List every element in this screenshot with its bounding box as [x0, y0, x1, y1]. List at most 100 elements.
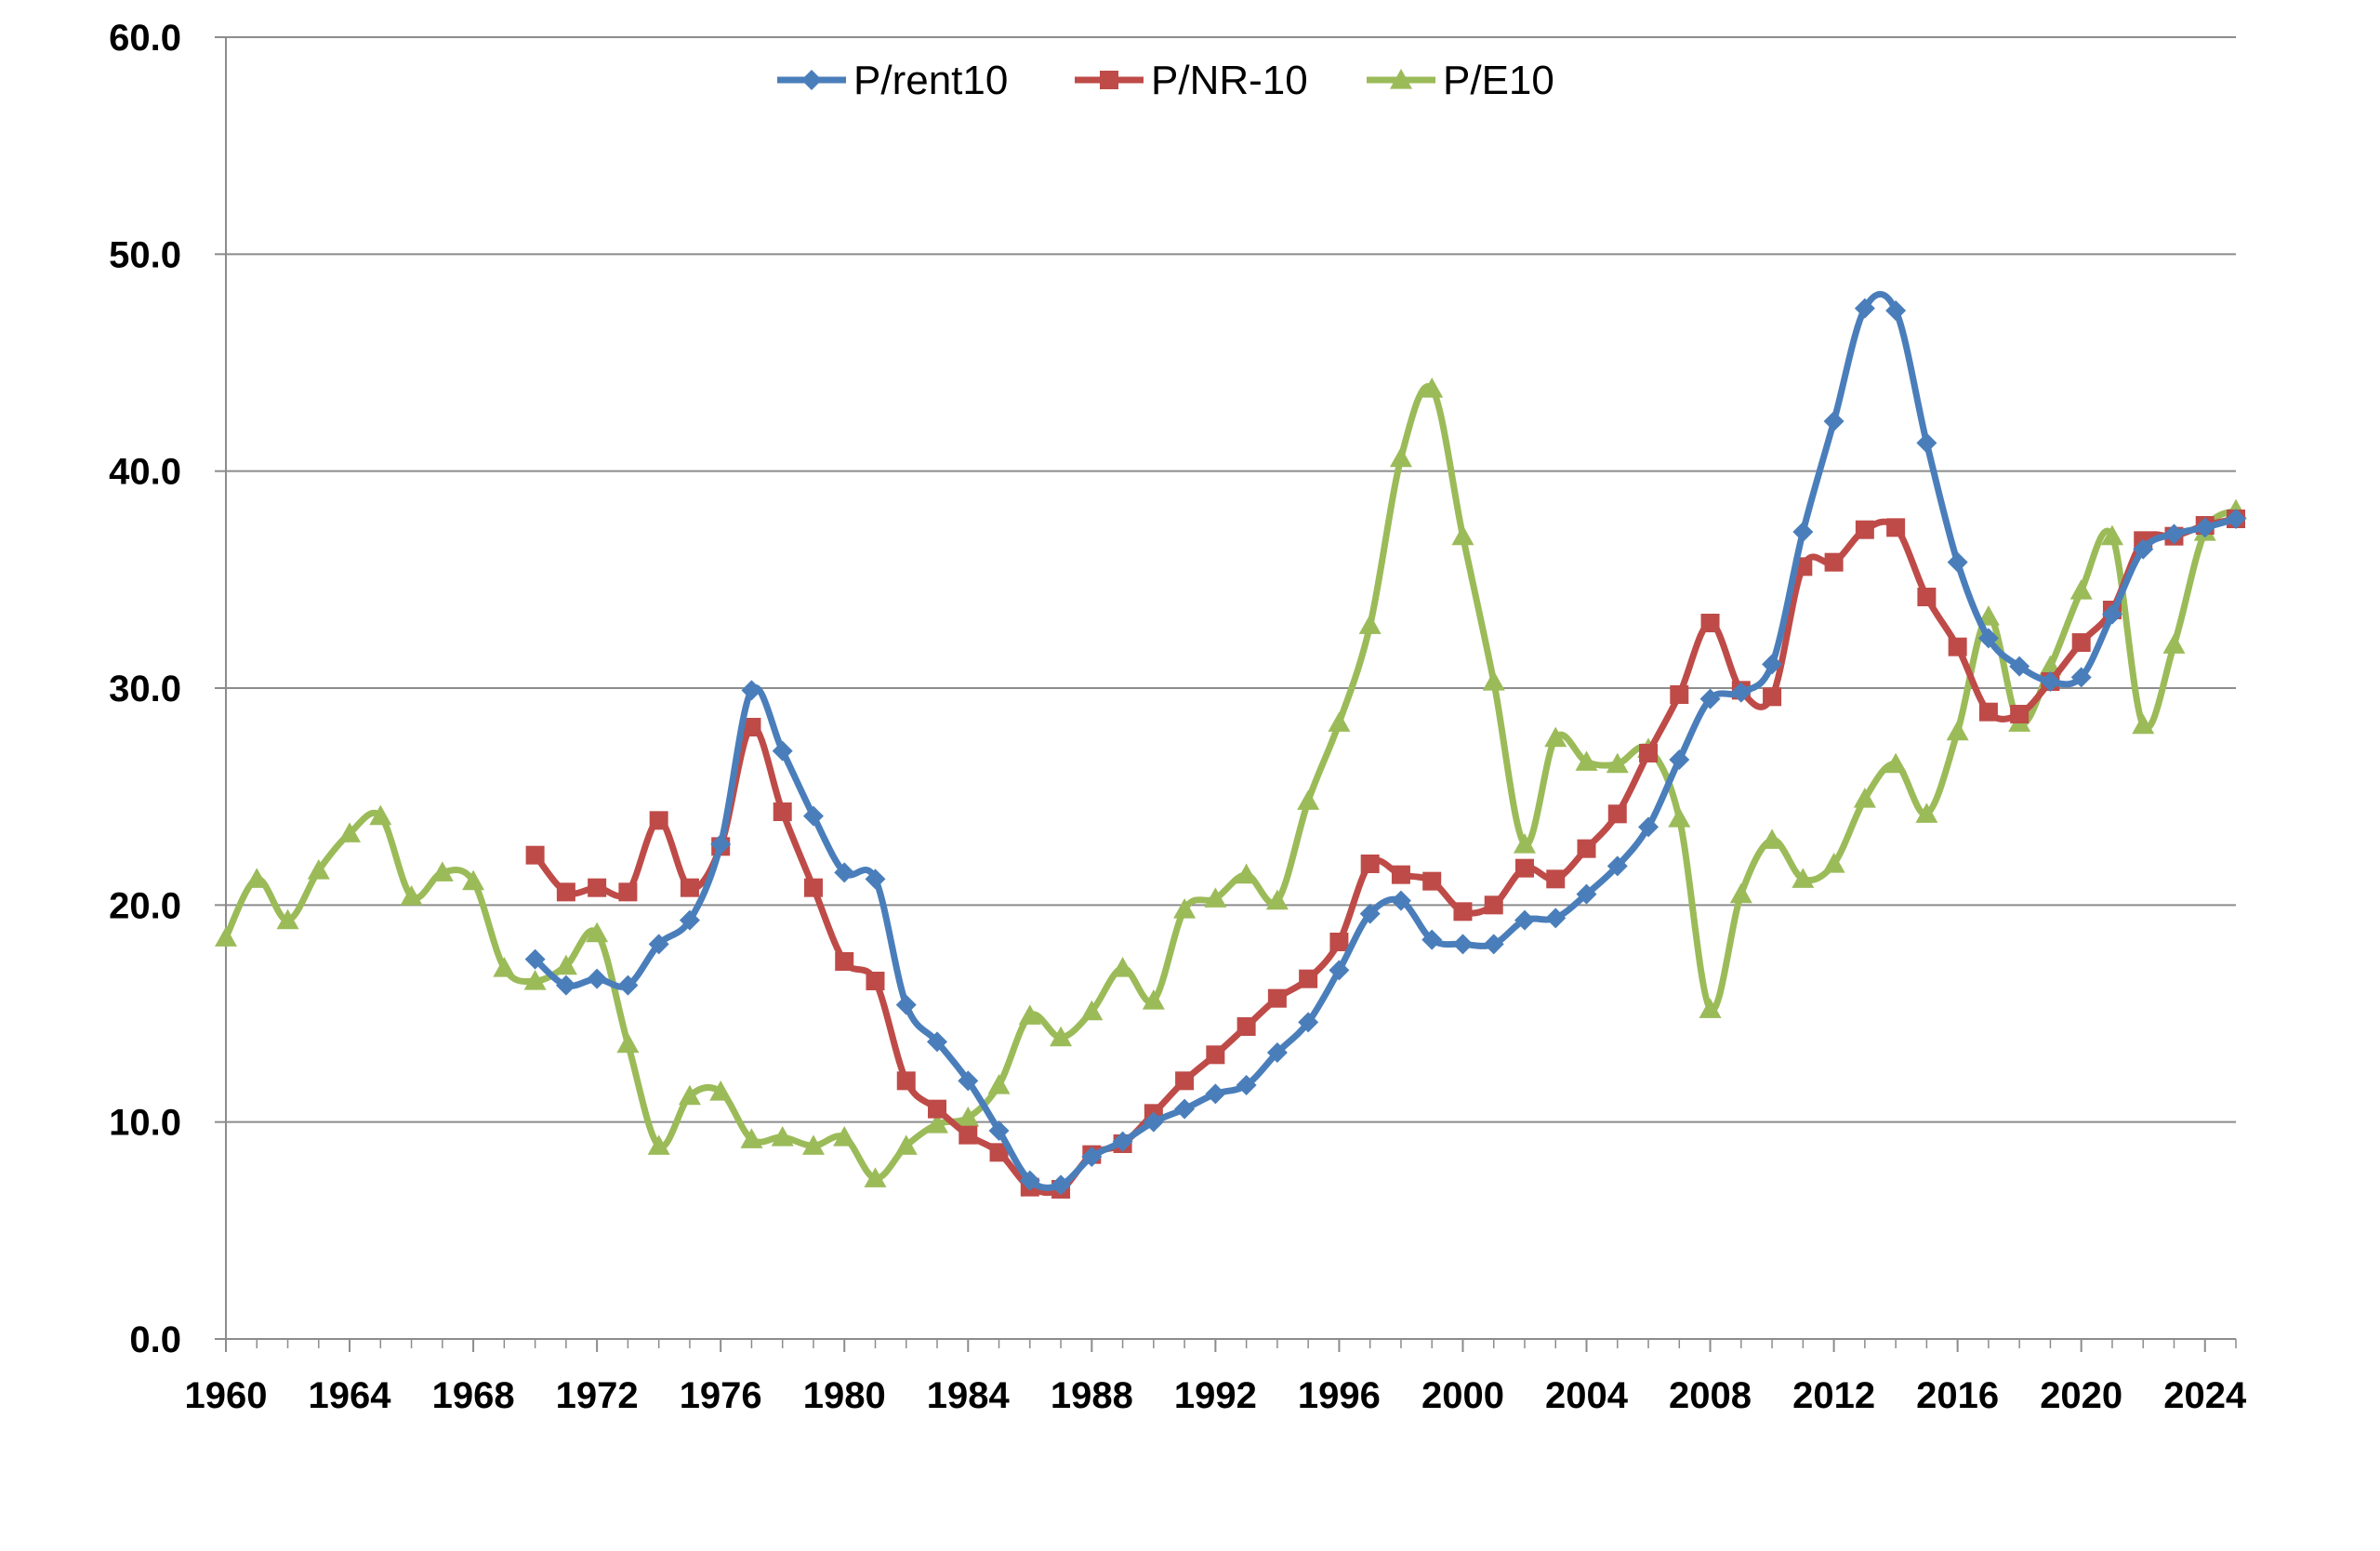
y-tick-label: 60.0: [109, 18, 181, 59]
series-line: [532, 290, 2240, 1191]
data-point: [554, 954, 577, 975]
data-point: [493, 957, 516, 977]
legend-marker: [801, 70, 822, 90]
data-point: [959, 1125, 978, 1145]
x-tick-label: 1996: [1298, 1375, 1381, 1416]
data-point: [2133, 538, 2154, 560]
data-point: [1669, 749, 1690, 770]
data-point: [1051, 1174, 1072, 1196]
x-tick-label: 2016: [1916, 1375, 1999, 1416]
data-point: [1422, 871, 1442, 891]
data-point: [957, 1107, 980, 1127]
data-point: [833, 1126, 856, 1147]
data-point: [215, 926, 237, 947]
data-point: [430, 861, 454, 882]
data-point: [1514, 858, 1534, 878]
x-tick-label: 2012: [1792, 1375, 1875, 1416]
data-point: [1236, 1017, 1256, 1036]
data-point: [1917, 588, 1937, 606]
y-tick-label: 40.0: [109, 452, 181, 493]
data-point: [1606, 752, 1629, 774]
data-point: [1360, 855, 1380, 873]
x-tick-label: 1972: [556, 1375, 639, 1416]
data-point: [648, 934, 669, 955]
data-point: [987, 1074, 1011, 1094]
y-tick-label: 20.0: [109, 885, 181, 926]
data-point: [1885, 300, 1907, 321]
data-point: [1389, 446, 1412, 468]
x-tick-label: 2020: [2040, 1375, 2122, 1416]
data-point: [555, 974, 576, 996]
data-point: [988, 1120, 1010, 1141]
data-point: [2010, 705, 2030, 723]
x-tick-label: 1976: [680, 1375, 762, 1416]
data-point: [1668, 807, 1691, 828]
data-point: [276, 908, 299, 930]
data-point: [926, 1113, 949, 1133]
data-point: [1390, 890, 1411, 911]
data-point: [524, 948, 546, 970]
data-point: [1482, 670, 1505, 691]
data-point: [1050, 1026, 1073, 1047]
data-point: [525, 845, 545, 865]
data-point: [1977, 628, 1999, 649]
data-point: [2069, 579, 2093, 600]
data-point: [2226, 509, 2246, 529]
data-point: [865, 868, 886, 890]
data-point: [927, 1031, 948, 1053]
axes: [215, 36, 2237, 1352]
data-point: [556, 882, 575, 902]
series-line: [222, 383, 2240, 1182]
x-tick-label: 1980: [803, 1375, 886, 1416]
x-tick-label: 2008: [1669, 1375, 1752, 1416]
data-point: [1761, 829, 1784, 849]
data-point: [1328, 711, 1351, 732]
data-point: [338, 822, 362, 842]
data-point: [1266, 1042, 1288, 1063]
data-point: [710, 834, 732, 855]
data-point: [1606, 855, 1628, 877]
data-point: [1824, 552, 1844, 572]
data-point: [834, 862, 855, 883]
data-point: [709, 1080, 733, 1101]
data-point: [617, 974, 639, 996]
y-axis-tick-labels: 0.0 10.0 20.0 30.0 40.0 50.0 60.0: [109, 18, 181, 1360]
data-point: [1484, 895, 1503, 915]
data-point: [2162, 633, 2186, 654]
data-point: [895, 994, 917, 1015]
data-point: [1173, 898, 1197, 919]
data-point: [1514, 909, 1535, 931]
data-point: [2070, 667, 2092, 688]
data-point: [1421, 378, 1444, 398]
x-tick-label: 2024: [2163, 1375, 2247, 1416]
data-point: [1638, 816, 1659, 838]
data-point: [1112, 1131, 1133, 1152]
data-point: [1853, 788, 1876, 808]
data-point: [1298, 1012, 1319, 1033]
data-point: [896, 1071, 916, 1091]
data-point: [1916, 432, 1937, 454]
data-point: [1762, 654, 1783, 675]
data-point: [1977, 605, 2000, 626]
data-point: [1947, 551, 1968, 573]
data-point: [1946, 720, 1969, 741]
legend-marker: [1390, 69, 1412, 89]
data-point: [1018, 1004, 1041, 1025]
data-point: [1299, 969, 1318, 988]
data-point: [2071, 633, 2091, 652]
data-point: [2040, 671, 2061, 692]
data-point: [523, 970, 547, 990]
data-point: [1359, 903, 1381, 924]
data-point: [369, 804, 392, 826]
data-point: [1451, 524, 1474, 546]
data-point: [1577, 839, 1596, 858]
data-point: [1544, 726, 1567, 748]
x-tick-label: 2000: [1421, 1375, 1504, 1416]
legend-item: P/NR-10: [1075, 58, 1308, 103]
y-tick-label: 0.0: [129, 1319, 181, 1360]
data-point: [1576, 883, 1597, 905]
data-point: [307, 859, 330, 880]
legend-marker: [1100, 71, 1118, 89]
data-point: [1545, 908, 1567, 929]
